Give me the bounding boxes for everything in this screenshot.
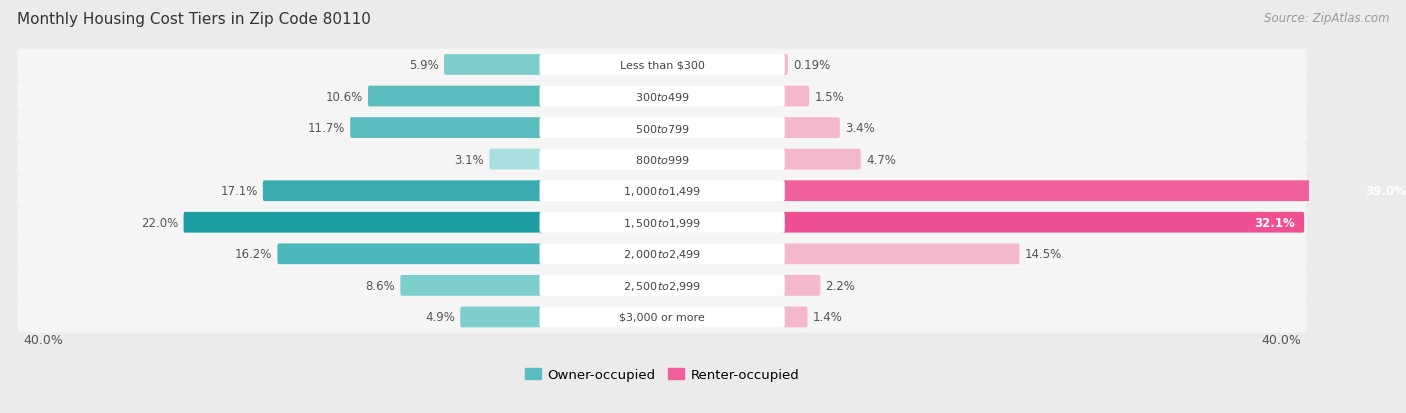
Text: $1,000 to $1,499: $1,000 to $1,499 — [623, 185, 702, 198]
FancyBboxPatch shape — [782, 244, 1019, 265]
FancyBboxPatch shape — [782, 307, 807, 328]
FancyBboxPatch shape — [540, 86, 785, 107]
FancyBboxPatch shape — [540, 181, 785, 202]
Text: 1.4%: 1.4% — [813, 311, 842, 324]
FancyBboxPatch shape — [17, 176, 1306, 207]
Text: 39.0%: 39.0% — [1365, 185, 1406, 198]
Text: 11.7%: 11.7% — [308, 122, 344, 135]
FancyBboxPatch shape — [350, 118, 543, 139]
FancyBboxPatch shape — [489, 150, 543, 170]
Text: 22.0%: 22.0% — [141, 216, 179, 229]
FancyBboxPatch shape — [782, 212, 1305, 233]
Text: 5.9%: 5.9% — [409, 59, 439, 72]
Text: Source: ZipAtlas.com: Source: ZipAtlas.com — [1264, 12, 1389, 25]
Text: Less than $300: Less than $300 — [620, 60, 704, 70]
FancyBboxPatch shape — [17, 270, 1306, 301]
Text: 17.1%: 17.1% — [221, 185, 257, 198]
FancyBboxPatch shape — [444, 55, 543, 76]
Text: 1.5%: 1.5% — [814, 90, 844, 103]
Text: 40.0%: 40.0% — [1261, 333, 1301, 346]
FancyBboxPatch shape — [17, 144, 1306, 176]
FancyBboxPatch shape — [782, 275, 820, 296]
FancyBboxPatch shape — [277, 244, 543, 265]
FancyBboxPatch shape — [17, 301, 1306, 333]
Text: 40.0%: 40.0% — [22, 333, 63, 346]
Text: 10.6%: 10.6% — [326, 90, 363, 103]
FancyBboxPatch shape — [401, 275, 543, 296]
Legend: Owner-occupied, Renter-occupied: Owner-occupied, Renter-occupied — [519, 363, 804, 387]
Text: Monthly Housing Cost Tiers in Zip Code 80110: Monthly Housing Cost Tiers in Zip Code 8… — [17, 12, 371, 27]
FancyBboxPatch shape — [782, 181, 1406, 202]
FancyBboxPatch shape — [184, 212, 543, 233]
Text: 14.5%: 14.5% — [1025, 248, 1062, 261]
FancyBboxPatch shape — [368, 86, 543, 107]
Text: 2.2%: 2.2% — [825, 279, 855, 292]
FancyBboxPatch shape — [782, 118, 839, 139]
FancyBboxPatch shape — [17, 112, 1306, 144]
FancyBboxPatch shape — [782, 86, 808, 107]
Text: $1,500 to $1,999: $1,500 to $1,999 — [623, 216, 702, 229]
Text: 0.19%: 0.19% — [793, 59, 831, 72]
FancyBboxPatch shape — [540, 275, 785, 296]
Text: 32.1%: 32.1% — [1254, 216, 1295, 229]
Text: $2,000 to $2,499: $2,000 to $2,499 — [623, 248, 702, 261]
FancyBboxPatch shape — [540, 244, 785, 265]
FancyBboxPatch shape — [782, 150, 860, 170]
Text: 16.2%: 16.2% — [235, 248, 273, 261]
Text: 4.9%: 4.9% — [425, 311, 456, 324]
Text: 3.4%: 3.4% — [845, 122, 875, 135]
FancyBboxPatch shape — [17, 50, 1306, 81]
FancyBboxPatch shape — [460, 307, 543, 328]
FancyBboxPatch shape — [782, 55, 787, 76]
FancyBboxPatch shape — [540, 55, 785, 76]
FancyBboxPatch shape — [540, 118, 785, 139]
FancyBboxPatch shape — [540, 212, 785, 233]
FancyBboxPatch shape — [17, 238, 1306, 270]
FancyBboxPatch shape — [540, 307, 785, 328]
Text: $500 to $799: $500 to $799 — [634, 122, 689, 134]
FancyBboxPatch shape — [263, 181, 543, 202]
Text: $800 to $999: $800 to $999 — [634, 154, 689, 166]
Text: $300 to $499: $300 to $499 — [634, 91, 689, 103]
FancyBboxPatch shape — [17, 207, 1306, 238]
Text: 8.6%: 8.6% — [366, 279, 395, 292]
Text: $3,000 or more: $3,000 or more — [619, 312, 704, 322]
FancyBboxPatch shape — [540, 150, 785, 170]
Text: 3.1%: 3.1% — [454, 153, 484, 166]
FancyBboxPatch shape — [17, 81, 1306, 112]
Text: $2,500 to $2,999: $2,500 to $2,999 — [623, 279, 702, 292]
Text: 4.7%: 4.7% — [866, 153, 896, 166]
